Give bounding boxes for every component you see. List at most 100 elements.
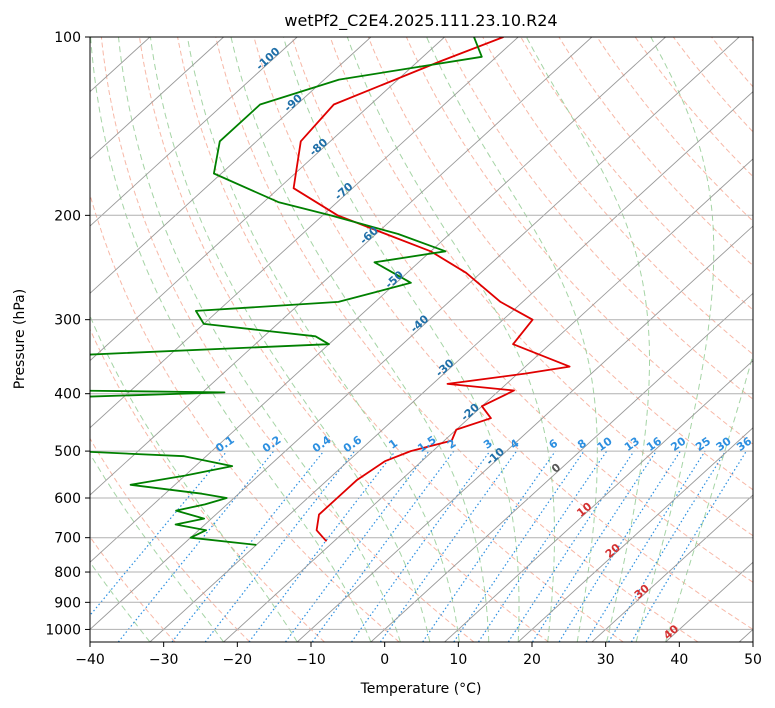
- mixing-ratio-line: [248, 450, 396, 642]
- mixing-ratio-line: [422, 450, 556, 642]
- y-tick-label: 900: [54, 595, 81, 611]
- dry-adiabat-line: [596, 37, 753, 222]
- x-tick-label: 0: [380, 652, 389, 668]
- moist-adiabat-line: [90, 452, 224, 642]
- dry-adiabat-line: [711, 37, 753, 88]
- x-axis-label: Temperature (°C): [360, 681, 482, 697]
- mixing-ratio-label: 2: [445, 437, 459, 452]
- dry-adiabat-line: [90, 192, 400, 642]
- mixing-ratio-line: [558, 450, 681, 642]
- y-axis-label: Pressure (hPa): [12, 289, 28, 389]
- moist-adiabat-line: [346, 37, 555, 642]
- isotherm-label: -40: [408, 312, 432, 335]
- moist-adiabats: [90, 37, 753, 642]
- skewed-isotherms: [90, 37, 753, 642]
- profile-series: [90, 37, 571, 546]
- isotherm-line: [223, 158, 753, 642]
- moist-adiabat-line: [118, 37, 401, 642]
- isotherm-line: [738, 628, 753, 642]
- mixing-ratio-line: [171, 450, 325, 642]
- mixing-ratio-label: 36: [734, 434, 754, 454]
- isotherm-label: -50: [383, 268, 407, 291]
- mixing-ratio-line: [204, 450, 356, 642]
- mixing-ratio-line: [608, 450, 727, 642]
- isotherm-line: [149, 91, 753, 642]
- x-tick-label: 40: [670, 652, 688, 668]
- moist-adiabat-line: [186, 37, 460, 642]
- pressure-gridlines: [90, 37, 753, 630]
- mixing-ratio-line: [311, 450, 455, 642]
- isotherm-label: -80: [307, 136, 331, 159]
- isotherm-line: [90, 37, 593, 496]
- dry-adiabat-line: [177, 37, 624, 642]
- y-tick-label: 100: [54, 30, 81, 46]
- mixing-ratio-line: [477, 450, 608, 642]
- temperature-profile-line: [292, 37, 571, 542]
- isotherm-line: [90, 37, 740, 631]
- y-tick-label: 400: [54, 387, 81, 403]
- x-tick-label: −10: [296, 652, 326, 668]
- moist-adiabat-line: [230, 37, 490, 642]
- dry-adiabat-line: [444, 37, 753, 400]
- mixing-ratio-line: [351, 450, 491, 642]
- moist-adiabat-label: 20: [603, 541, 623, 561]
- isotherm-line: [90, 37, 519, 429]
- mixing-ratio-line: [117, 450, 275, 642]
- isotherm-label: -70: [332, 180, 356, 203]
- isotherm-line: [370, 292, 753, 642]
- dry-adiabat-line: [634, 37, 753, 178]
- isotherm-label: -20: [458, 401, 482, 424]
- mixing-ratio-lines: [90, 450, 747, 642]
- mixing-ratio-label: 6: [547, 437, 561, 452]
- x-tick-label: 50: [744, 652, 762, 668]
- moist-adiabat-line: [635, 37, 715, 642]
- dry-adiabats: [90, 37, 753, 642]
- dry-adiabat-line: [253, 37, 753, 631]
- isotherm-label: -100: [253, 45, 282, 73]
- x-tick-label: 20: [523, 652, 541, 668]
- mixing-ratio-label: 0.4: [310, 433, 334, 455]
- y-tick-label: 200: [54, 208, 81, 224]
- y-tick-label: 1000: [45, 622, 81, 638]
- isotherm-line: [90, 37, 298, 227]
- mixing-ratio-label: 0.6: [341, 433, 365, 455]
- mixing-ratio-label: 1.5: [415, 433, 438, 455]
- y-tick-label: 700: [54, 531, 81, 547]
- x-tick-label: −20: [223, 652, 253, 668]
- plot-area: 0.1 0.2 0.4 0.6 1 1.5 2 3 4 6 8 10 13 16 20 25 30 36-100-…: [90, 37, 754, 642]
- isotherm-line: [444, 359, 753, 642]
- isotherm-line: [90, 37, 666, 563]
- x-tick-label: −40: [75, 652, 105, 668]
- isotherm-line: [90, 37, 445, 362]
- mixing-ratio-line: [285, 450, 430, 642]
- moist-adiabat-line: [90, 37, 372, 642]
- moist-adiabat-label: 10: [574, 500, 594, 520]
- dry-adiabat-line: [367, 37, 753, 491]
- mixing-ratio-line: [90, 450, 228, 617]
- mixing-ratio-label: 0.2: [260, 433, 283, 455]
- mixing-ratio-line: [507, 450, 635, 642]
- dry-adiabat-line: [482, 37, 753, 356]
- dry-adiabat-line: [329, 37, 753, 537]
- moist-adiabat-line: [149, 37, 431, 642]
- isotherm-label: -90: [282, 91, 306, 114]
- dry-adiabat-line: [90, 328, 325, 642]
- dry-adiabat-line: [672, 37, 753, 133]
- moist-adiabat-line: [426, 37, 598, 642]
- isotherm-label: -30: [433, 356, 457, 379]
- chart-title: wetPf2_C2E4.2025.111.23.10.R24: [284, 11, 557, 31]
- moist-adiabat-line: [282, 37, 520, 642]
- x-tick-label: 30: [597, 652, 615, 668]
- dry-adiabat-line: [520, 37, 753, 311]
- plot-frame: [89, 36, 754, 643]
- mixing-ratio-line: [585, 450, 706, 642]
- mixing-ratio-line: [531, 450, 657, 642]
- moist-adiabat-line: [665, 353, 753, 642]
- moist-adiabat-line: [90, 561, 151, 642]
- dry-adiabat-line: [215, 37, 699, 642]
- mixing-ratio-line: [453, 450, 585, 642]
- dry-adiabat-line: [90, 437, 251, 642]
- dry-adiabat-line: [90, 535, 176, 642]
- y-axis: 100 200 300 400 500 600 700 800 900 1000: [45, 30, 90, 638]
